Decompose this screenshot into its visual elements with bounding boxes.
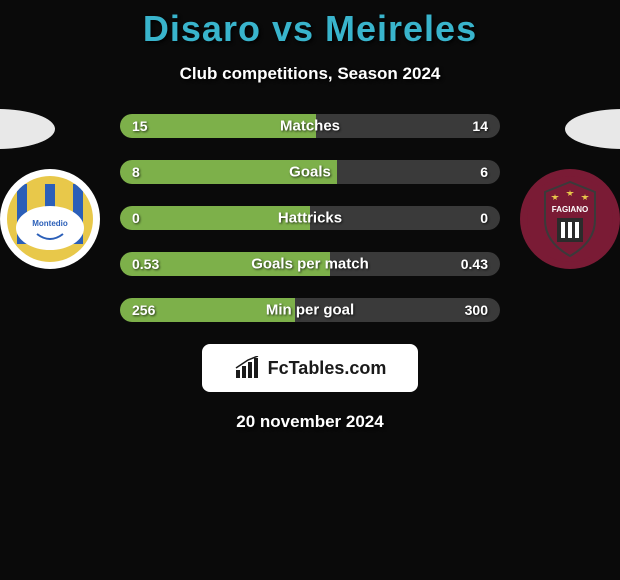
- right-crest: FAGIANO: [520, 169, 620, 269]
- bar-label: Min per goal: [266, 302, 354, 319]
- left-crest: Montedio: [0, 169, 100, 269]
- attribution-text: FcTables.com: [268, 358, 387, 379]
- attribution-badge: FcTables.com: [202, 344, 418, 392]
- page-title: Disaro vs Meireles: [143, 8, 477, 50]
- bar-value-left: 15: [132, 118, 148, 134]
- infographic-container: Disaro vs Meireles Club competitions, Se…: [0, 0, 620, 432]
- svg-text:Montedio: Montedio: [32, 219, 68, 228]
- bar-value-right: 0.43: [461, 256, 488, 272]
- bar-label: Matches: [280, 118, 340, 135]
- bar-value-right: 6: [480, 164, 488, 180]
- left-side: Montedio: [0, 114, 120, 269]
- fagiano-badge-icon: FAGIANO: [527, 176, 613, 262]
- bar-value-left: 0.53: [132, 256, 159, 272]
- bar-value-right: 0: [480, 210, 488, 226]
- left-ellipse: [0, 109, 55, 149]
- stat-bars: Matches 15 14 Goals 8 6 Hattricks 0 0 Goals per m…: [120, 114, 500, 322]
- stat-bar: Matches 15 14: [120, 114, 500, 138]
- right-side: FAGIANO: [500, 114, 620, 269]
- bar-value-right: 300: [465, 302, 488, 318]
- left-crest-inner: Montedio: [7, 176, 93, 262]
- title-vs: vs: [261, 8, 325, 49]
- bar-value-left: 0: [132, 210, 140, 226]
- bar-label: Hattricks: [278, 210, 342, 227]
- montedio-badge-icon: Montedio: [7, 176, 93, 262]
- right-crest-inner: FAGIANO: [527, 176, 613, 262]
- date-label: 20 november 2024: [236, 412, 383, 432]
- subtitle: Club competitions, Season 2024: [180, 64, 441, 84]
- right-ellipse: [565, 109, 620, 149]
- stat-bar: Goals per match 0.53 0.43: [120, 252, 500, 276]
- bar-label: Goals: [289, 164, 331, 181]
- main-row: Montedio Matches 15 14 Goals 8 6 Hattricks 0 0 Go…: [0, 114, 620, 322]
- stat-bar: Goals 8 6: [120, 160, 500, 184]
- bar-value-right: 14: [472, 118, 488, 134]
- bar-value-left: 8: [132, 164, 140, 180]
- bar-right-fill: [337, 160, 500, 184]
- stat-bar: Min per goal 256 300: [120, 298, 500, 322]
- svg-text:FAGIANO: FAGIANO: [552, 205, 588, 214]
- title-right: Meireles: [325, 8, 477, 49]
- bar-value-left: 256: [132, 302, 155, 318]
- stat-bar: Hattricks 0 0: [120, 206, 500, 230]
- chart-icon: [234, 356, 262, 380]
- title-left: Disaro: [143, 8, 261, 49]
- bar-label: Goals per match: [251, 256, 369, 273]
